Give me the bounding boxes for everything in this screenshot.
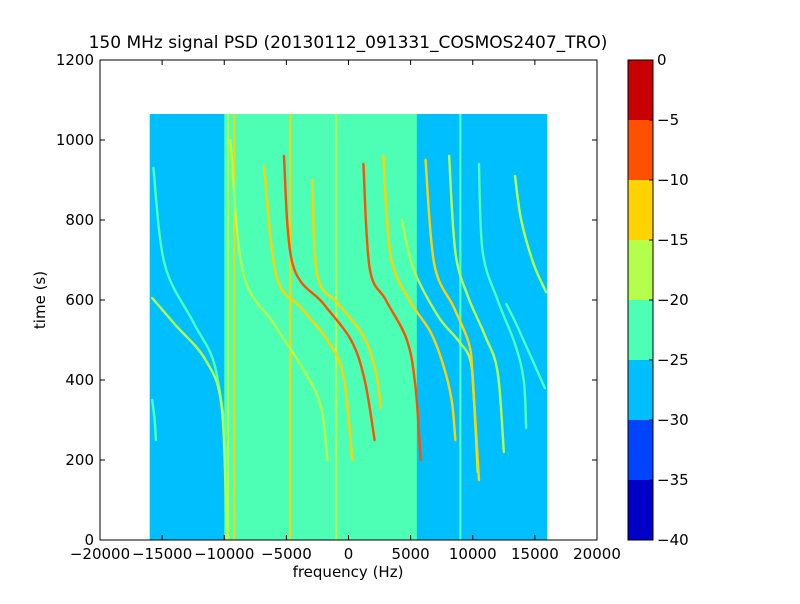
colorbar-segment [628, 240, 653, 300]
doppler-trace [262, 164, 354, 462]
y-tick-label: 0 [84, 531, 94, 549]
y-tick-label: 200 [65, 451, 94, 469]
colorbar-tick-label: −30 [657, 411, 689, 429]
x-tick-label: 10000 [449, 545, 497, 563]
doppler-trace [447, 154, 506, 454]
x-axis-label: frequency (Hz) [293, 563, 404, 581]
plot-content [149, 114, 548, 540]
x-tick-label: 0 [344, 545, 354, 563]
x-axis: −20000 −15000 −10000 −5000 0 5000 10000 15000 20… [70, 60, 621, 563]
x-tick-label: −20000 [70, 545, 130, 563]
colorbar-tick-label: −15 [657, 231, 689, 249]
colorbar-segment [628, 120, 653, 180]
x-tick-label: −15000 [132, 545, 192, 563]
x-tick-label: 20000 [573, 545, 621, 563]
doppler-trace [150, 398, 158, 442]
colorbar-segment [628, 360, 653, 420]
y-tick-label: 600 [65, 291, 94, 309]
x-tick-label: 15000 [511, 545, 559, 563]
y-axis-label: time (s) [31, 271, 49, 329]
y-tick-label: 400 [65, 371, 94, 389]
colorbar: −40 −35 −30 −25 −20 −15 −10 −5 0 [627, 51, 689, 549]
colorbar-segment [628, 180, 653, 240]
colorbar-tick-label: −10 [657, 171, 689, 189]
colorbar-segment [628, 420, 653, 480]
colorbar-tick-label: −5 [657, 111, 679, 129]
y-tick-label: 800 [65, 211, 94, 229]
doppler-trace [282, 154, 376, 442]
doppler-trace [424, 158, 481, 482]
colorbar-tick-label: −20 [657, 291, 689, 309]
y-tick-label: 1000 [56, 131, 94, 149]
colorbar-tick-label: 0 [657, 51, 667, 69]
x-tick-label: −10000 [194, 545, 254, 563]
doppler-trace [150, 296, 228, 540]
chart-title: 150 MHz signal PSD (20130112_091331_COSM… [89, 33, 608, 53]
y-tick-label: 1200 [56, 51, 94, 69]
doppler-trace [477, 162, 528, 430]
doppler-trace [513, 174, 548, 294]
doppler-trace [382, 154, 457, 442]
colorbar-tick-label: −25 [657, 351, 689, 369]
x-tick-label: −5000 [261, 545, 312, 563]
doppler-trace [311, 178, 383, 410]
colorbar-segment [628, 480, 653, 540]
doppler-trace [505, 302, 547, 390]
colorbar-segment [628, 300, 653, 360]
colorbar-tick-label: −40 [657, 531, 689, 549]
colorbar-segment [628, 60, 653, 120]
noise-band [224, 114, 417, 540]
colorbar-tick-label: −35 [657, 471, 689, 489]
doppler-trace [229, 138, 329, 462]
y-axis: 0 200 400 600 800 1000 1200 [56, 51, 597, 549]
x-tick-label: 5000 [392, 545, 430, 563]
doppler-trace [362, 162, 422, 462]
